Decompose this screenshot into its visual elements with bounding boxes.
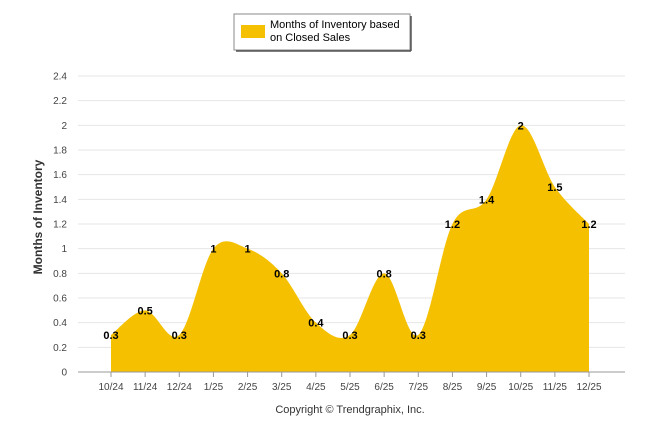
data-label-2: 0.3 xyxy=(172,330,187,342)
data-label-1: 0.5 xyxy=(137,305,152,317)
y-axis-title: Months of Inventory xyxy=(31,159,45,274)
x-tick-label-4: 2/25 xyxy=(238,382,258,393)
x-tick-label-11: 9/25 xyxy=(477,382,497,393)
x-tick-label-5: 3/25 xyxy=(272,382,292,393)
data-label-3: 1 xyxy=(210,244,216,256)
y-tick-label-8: 1.6 xyxy=(53,170,67,181)
y-tick-label-1: 0.2 xyxy=(53,343,67,354)
series-area[interactable] xyxy=(111,125,589,372)
x-tick-label-7: 5/25 xyxy=(340,382,360,393)
legend-label-line-2: on Closed Sales xyxy=(270,32,351,44)
data-label-8: 0.8 xyxy=(376,268,391,280)
x-tick-label-12: 10/25 xyxy=(508,382,533,393)
legend-swatch xyxy=(241,25,265,38)
y-tick-label-10: 2 xyxy=(61,121,67,132)
data-label-11: 1.4 xyxy=(479,194,495,206)
y-tick-label-0: 0 xyxy=(61,368,67,379)
data-labels: 0.3 0.5 0.3 1 1 0.8 0.4 0.3 0.8 0.3 1.2 1.4 2 1.5 1.2 xyxy=(103,120,596,342)
copyright-footer: Copyright © Trendgraphix, Inc. xyxy=(275,404,424,416)
x-tick-label-6: 4/25 xyxy=(306,382,326,393)
x-tick-label-3: 1/25 xyxy=(204,382,224,393)
x-tick-label-9: 7/25 xyxy=(409,382,429,393)
data-label-10: 1.2 xyxy=(445,219,460,231)
data-label-0: 0.3 xyxy=(103,330,118,342)
data-label-13: 1.5 xyxy=(547,182,562,194)
legend-label-line-1: Months of Inventory based xyxy=(270,19,400,31)
data-label-5: 0.8 xyxy=(274,268,289,280)
legend[interactable]: Months of Inventory based on Closed Sale… xyxy=(233,13,412,52)
y-axis-ticks: 0 0.2 0.4 0.6 0.8 1 1.2 1.4 1.6 1.8 2 2.2 2.4 xyxy=(53,72,67,379)
x-tick-label-8: 6/25 xyxy=(374,382,394,393)
x-tick-label-13: 11/25 xyxy=(543,382,568,393)
x-axis-ticks: 10/24 11/24 12/24 1/25 2/25 3/25 4/25 5/25 6/25 7… xyxy=(98,372,602,393)
data-label-6: 0.4 xyxy=(308,318,324,330)
data-label-9: 0.3 xyxy=(411,330,426,342)
x-tick-label-10: 8/25 xyxy=(443,382,463,393)
y-tick-label-11: 2.2 xyxy=(53,96,67,107)
x-tick-label-2: 12/24 xyxy=(167,382,192,393)
y-tick-label-7: 1.4 xyxy=(53,195,67,206)
y-tick-label-3: 0.6 xyxy=(53,294,67,305)
y-tick-label-2: 0.4 xyxy=(53,318,67,329)
x-tick-label-14: 12/25 xyxy=(576,382,601,393)
x-tick-label-0: 10/24 xyxy=(98,382,123,393)
y-tick-label-9: 1.8 xyxy=(53,146,67,157)
data-label-14: 1.2 xyxy=(581,219,596,231)
y-tick-label-6: 1.2 xyxy=(53,220,67,231)
y-tick-label-4: 0.8 xyxy=(53,269,67,280)
data-label-4: 1 xyxy=(245,244,251,256)
data-label-12: 2 xyxy=(518,120,524,132)
data-label-7: 0.3 xyxy=(342,330,357,342)
x-tick-label-1: 11/24 xyxy=(133,382,158,393)
y-tick-label-12: 2.4 xyxy=(53,72,67,83)
y-tick-label-5: 1 xyxy=(61,244,67,255)
